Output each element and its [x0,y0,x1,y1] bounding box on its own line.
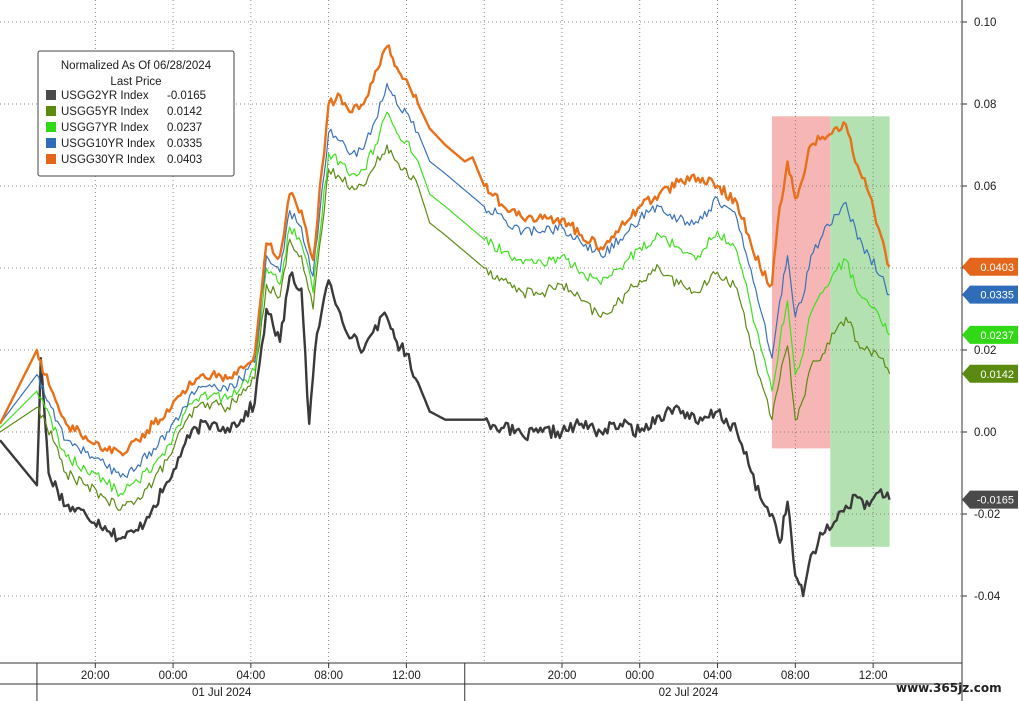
y-tick-label: 0.00 [974,427,996,439]
legend-series-name: USGG2YR Index [61,90,149,102]
series-line-usgg2yr-index [0,271,891,598]
last-price-tag-value: 0.0403 [980,262,1014,274]
last-price-tag: -0.0165 [962,490,1018,509]
grid-lines [0,0,962,663]
y-tick-label: 0.06 [974,181,996,193]
last-price-tag-value: -0.0165 [977,495,1014,507]
legend-series-value: -0.0165 [167,90,206,102]
legend-subtitle: Last Price [110,76,161,88]
legend-series-name: USGG5YR Index [61,106,149,118]
last-price-tag-value: 0.0335 [980,290,1014,302]
x-tick-label: 08:00 [781,670,810,682]
series-line-usgg5yr-index [0,144,891,511]
x-tick-label: 20:00 [81,670,110,682]
y-tick-label: 0.08 [974,99,996,111]
last-price-tag: 0.0403 [962,257,1018,276]
x-tick-label: 12:00 [392,670,421,682]
highlight-band-0 [771,116,831,449]
legend-entries: USGG2YR Index -0.0165 USGG5YR Index 0.0142 U… [46,90,206,166]
last-price-tag: 0.0142 [962,364,1018,383]
legend-series-name: USGG30YR Index [61,154,155,166]
x-day-label: 01 Jul 2024 [192,687,252,699]
y-tick-label: 0.02 [974,345,996,357]
x-tick-label: 04:00 [236,670,265,682]
legend-series-value: 0.0237 [167,122,202,134]
legend: Normalized As Of 06/28/2024 Last Price U… [37,50,235,177]
watermark-text: www.365jz.com [896,681,1002,695]
legend-series-value: 0.0142 [167,106,202,118]
legend-swatch [46,138,56,148]
last-price-tag-bg [962,325,1018,344]
last-price-tag-bg [962,490,1018,509]
x-tick-label: 08:00 [314,670,343,682]
legend-box [37,50,235,177]
y-tick-label: -0.04 [974,591,1001,603]
x-tick-label: 20:00 [548,670,577,682]
x-tick-label: 12:00 [859,670,888,682]
legend-swatch [46,122,56,132]
y-tick-label: -0.02 [974,509,1000,521]
legend-swatch [46,154,56,164]
last-price-tag-bg [962,285,1018,304]
x-tick-label: 04:00 [703,670,732,682]
highlight-bands [771,116,890,547]
legend-swatch [46,106,56,116]
legend-series-value: 0.0335 [167,138,202,150]
last-price-tag-bg [962,364,1018,383]
series-line-usgg10yr-index [0,82,890,478]
last-price-tag-value: 0.0142 [980,369,1014,381]
last-price-tag: 0.0335 [962,285,1018,304]
series-lines [0,44,891,598]
legend-swatch [46,90,56,100]
x-tick-label: 00:00 [625,670,654,682]
highlight-band-1 [830,116,890,547]
legend-series-name: USGG10YR Index [61,138,155,150]
legend-title: Normalized As Of 06/28/2024 [61,60,212,72]
last-price-tag-value: 0.0237 [980,330,1014,342]
last-price-tag-bg [962,257,1018,276]
x-tick-label: 00:00 [159,670,188,682]
x-day-label: 02 Jul 2024 [659,687,719,699]
legend-series-name: USGG7YR Index [61,122,149,134]
series-line-usgg30yr-index [0,44,891,457]
y-tick-label: 0.10 [974,17,996,29]
legend-series-value: 0.0403 [167,154,202,166]
last-price-tags: -0.0165 0.0142 0.0237 0.0335 0.0403 [962,257,1018,509]
series-line-usgg7yr-index [0,111,891,497]
last-price-tag: 0.0237 [962,325,1018,344]
